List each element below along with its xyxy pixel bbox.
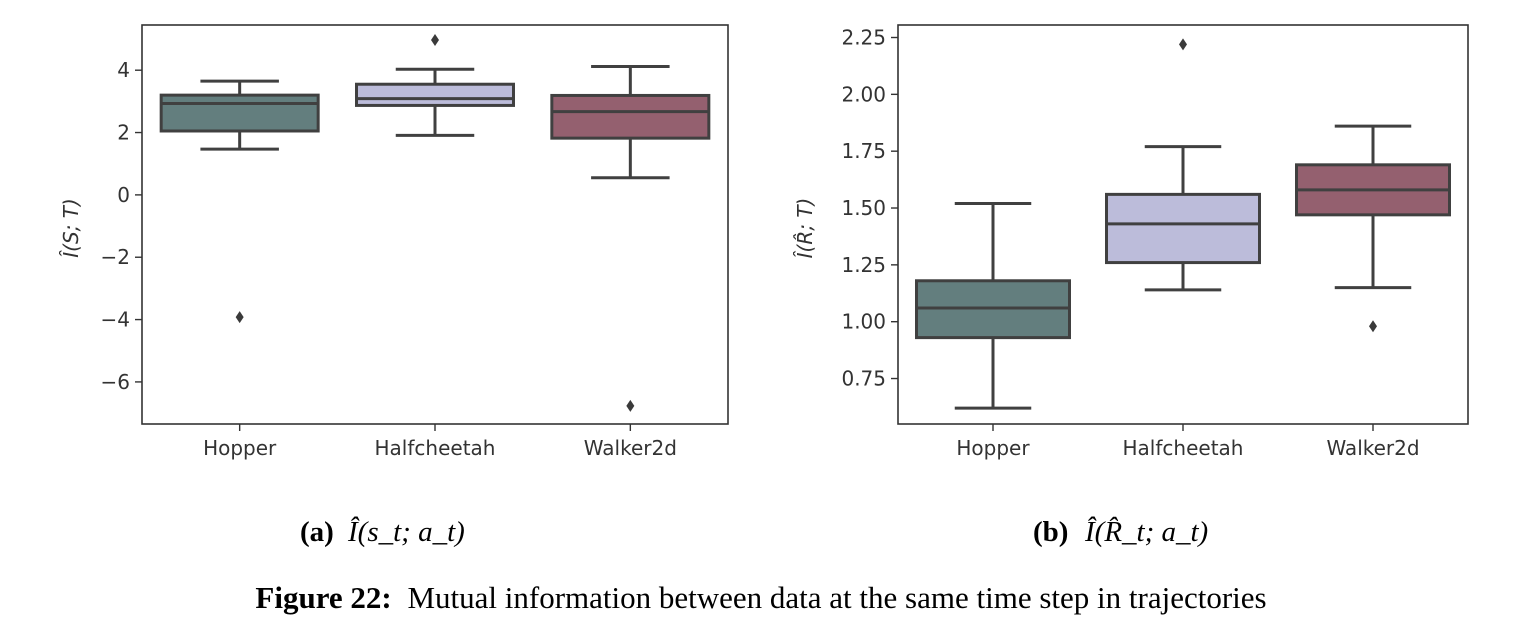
x-tick-label-hopper: Hopper	[956, 436, 1030, 460]
figure-caption-text: Mutual information between data at the s…	[407, 580, 1266, 615]
y-tick-label: 2	[117, 121, 130, 145]
boxes-a	[159, 33, 711, 412]
x-tick-label-hopper: Hopper	[203, 436, 277, 460]
subcaption-b: (b) Î(R̂_t; a_t)	[1033, 515, 1208, 548]
y-tick-label: 2.25	[841, 26, 886, 50]
y-tick-label: 0	[117, 183, 130, 207]
y-tick-label: 1.50	[841, 196, 886, 220]
subcaption-b-label: (b)	[1033, 516, 1068, 548]
box-hopper	[159, 79, 320, 324]
iqr-box	[550, 93, 711, 140]
y-tick-label: −6	[101, 370, 130, 394]
y-tick-label: 1.00	[841, 310, 886, 334]
subcaption-a-math: Î(s_t; a_t)	[347, 515, 465, 548]
box-walker2d	[1295, 124, 1451, 333]
x-axis-ticks-a: Hopper Halfcheetah Walker2d	[203, 424, 677, 460]
y-tick-label: 1.25	[841, 253, 886, 277]
y-axis-ticks-b: 0.75 1.00 1.25 1.50 1.75 2.00 2.25	[841, 26, 898, 391]
box-halfcheetah	[1105, 38, 1261, 292]
outlier-point	[1179, 38, 1187, 51]
figure-caption-label: Figure 22:	[255, 580, 391, 615]
x-tick-label-halfcheetah: Halfcheetah	[1123, 436, 1244, 460]
x-axis-ticks-b: Hopper Halfcheetah Walker2d	[956, 424, 1420, 460]
y-axis-label-b: Î(R̂; T)	[793, 198, 817, 259]
box-walker2d	[550, 64, 711, 412]
outlier-point	[235, 311, 244, 324]
y-axis-ticks-a: −6 −4 −2 0 2 4	[101, 58, 142, 394]
box-hopper	[915, 201, 1071, 410]
y-tick-label: −4	[101, 308, 130, 332]
y-axis-label-a: Î(S; T)	[59, 198, 83, 258]
y-tick-label: 0.75	[841, 367, 886, 391]
x-tick-label-walker2d: Walker2d	[584, 436, 677, 460]
subcaption-b-math: Î(R̂_t; a_t)	[1084, 515, 1208, 548]
y-tick-label: 4	[117, 58, 130, 82]
panel-b: 0.75 1.00 1.25 1.50 1.75 2.00 2.25 Hopper Halfc…	[793, 24, 1469, 460]
y-tick-label: −2	[101, 245, 130, 269]
x-tick-label-walker2d: Walker2d	[1326, 436, 1419, 460]
y-tick-label: 2.00	[841, 82, 886, 106]
outlier-point	[431, 33, 439, 46]
outlier-point	[626, 399, 635, 412]
box-halfcheetah	[355, 33, 515, 137]
iqr-box	[159, 93, 320, 133]
outlier-point	[1369, 320, 1377, 333]
panel-a: −6 −4 −2 0 2 4 Hopper Halfcheetah Walker2d Î(S;…	[59, 24, 729, 460]
subcaption-a-label: (a)	[300, 516, 334, 548]
y-tick-label: 1.75	[841, 139, 886, 163]
iqr-box	[1105, 192, 1261, 265]
boxes-b	[915, 38, 1451, 410]
x-tick-label-halfcheetah: Halfcheetah	[375, 436, 496, 460]
subcaption-a: (a) Î(s_t; a_t)	[300, 515, 465, 548]
iqr-box	[355, 82, 515, 107]
figure-caption: Figure 22: Mutual information between da…	[255, 580, 1266, 615]
